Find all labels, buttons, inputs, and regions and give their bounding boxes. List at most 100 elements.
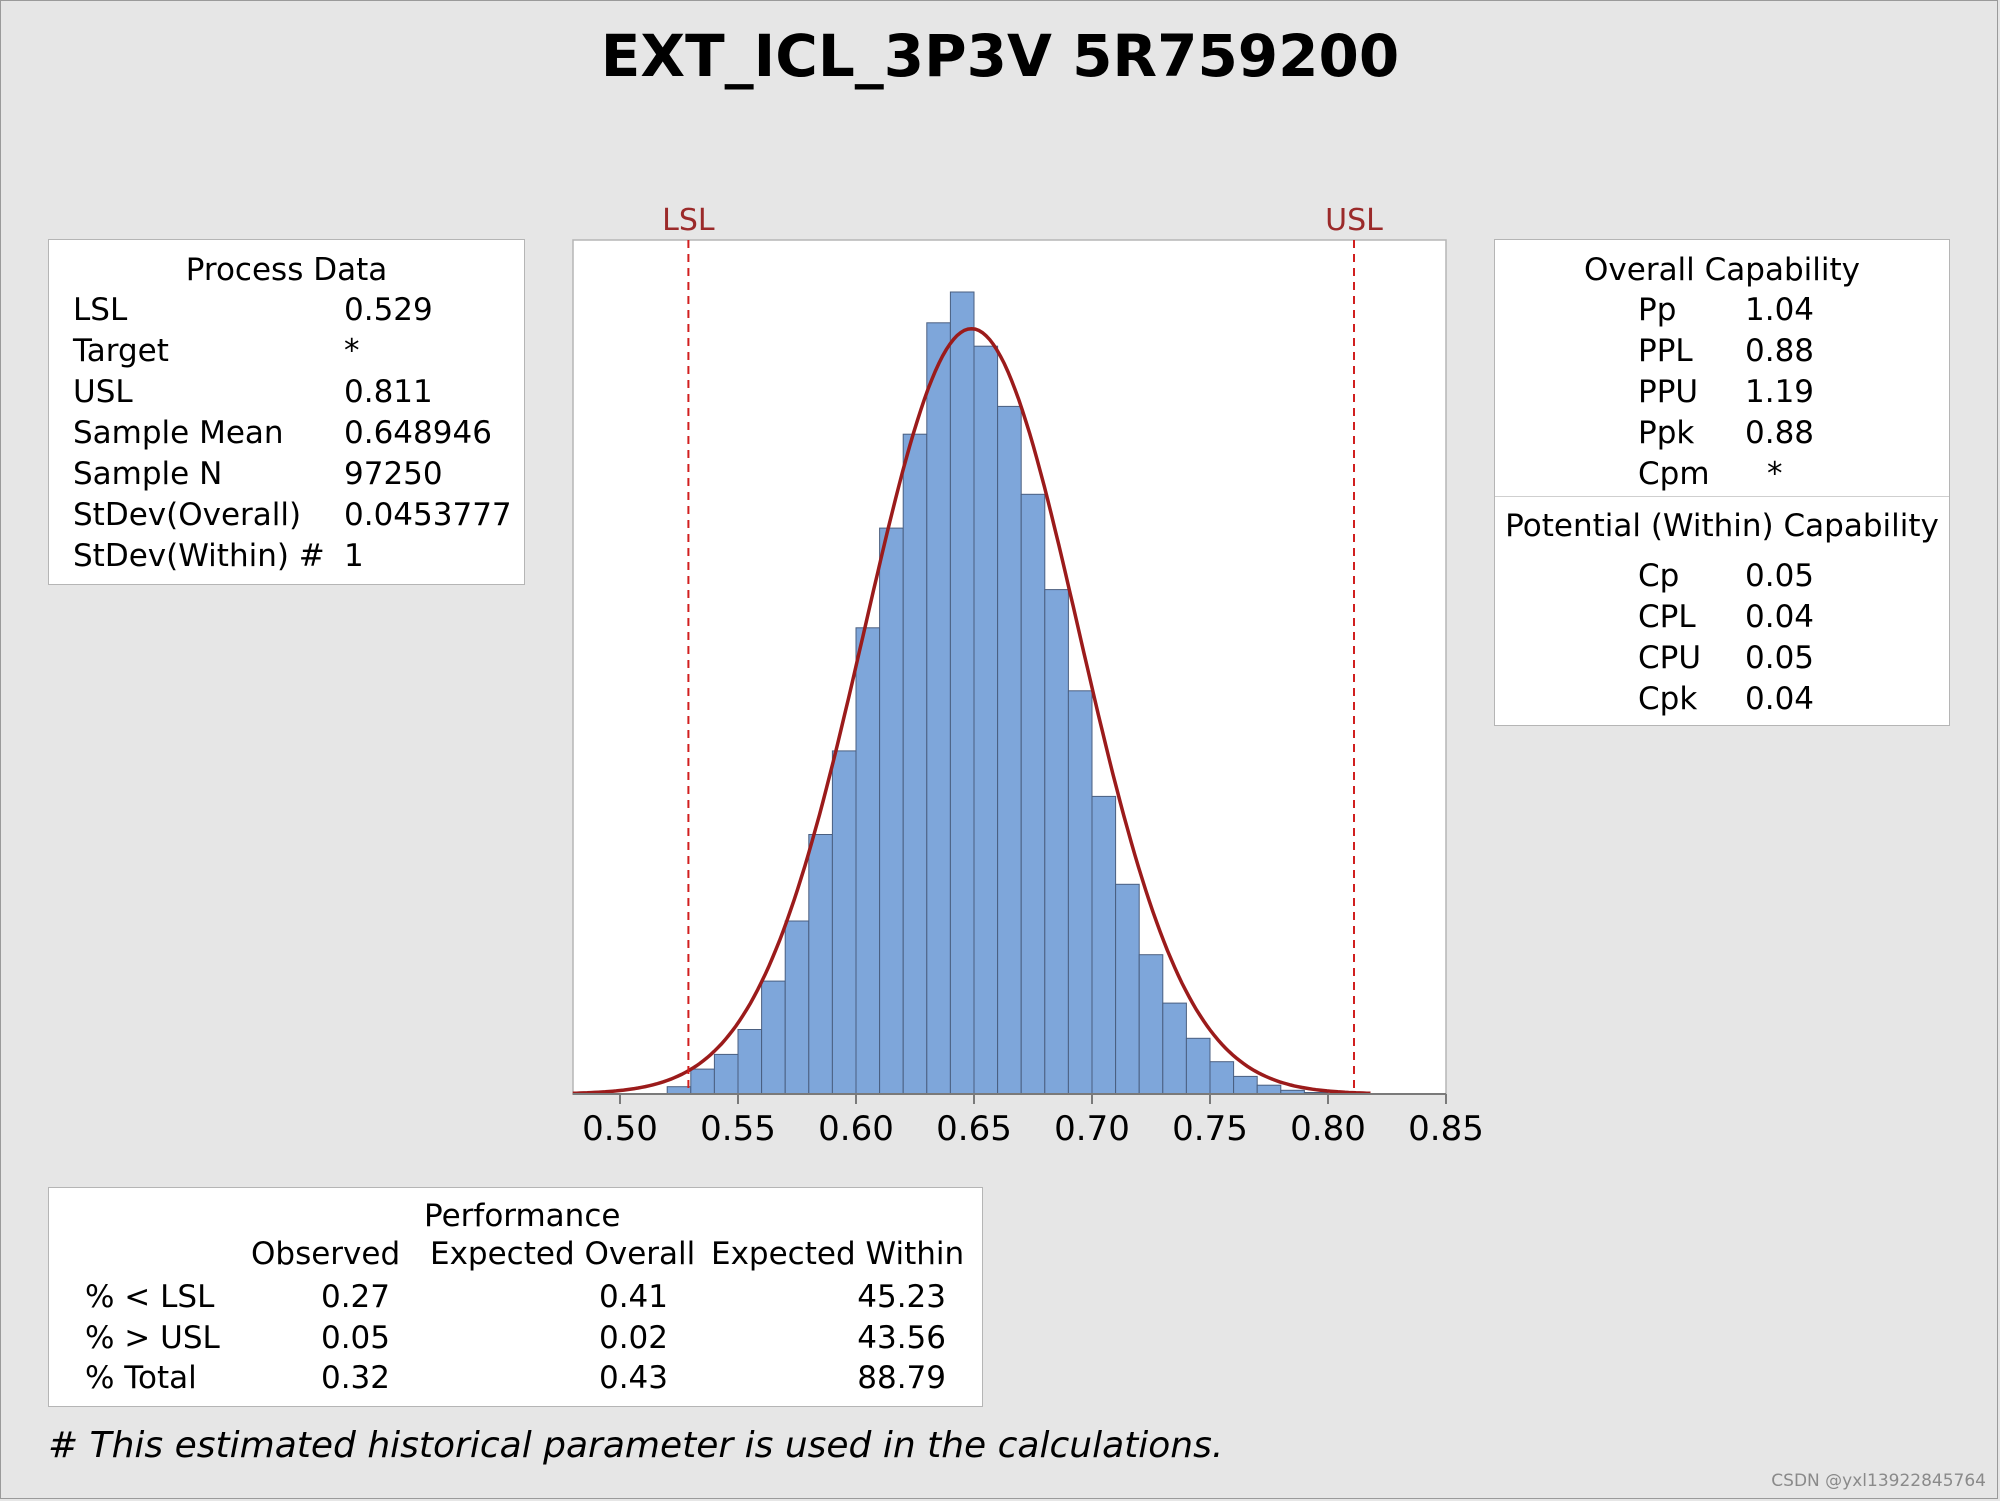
histogram-bar <box>737 1029 763 1095</box>
spec-layer: LSL USL <box>662 203 1383 1094</box>
capability-label: Cp <box>1638 558 1680 594</box>
process-data-label: Target <box>73 333 169 369</box>
curve-layer <box>572 326 1371 1096</box>
performance-cell: 0.32 <box>320 1360 390 1396</box>
process-data-header: Process Data <box>185 252 388 288</box>
histogram-bar <box>1256 1084 1282 1095</box>
x-tick-label: 0.60 <box>818 1109 894 1149</box>
process-data-value: 0.811 <box>344 374 433 410</box>
histogram-bar <box>926 322 951 1095</box>
histogram-bar <box>902 433 928 1095</box>
capability-label: CPU <box>1638 640 1702 676</box>
capability-value: 1.19 <box>1745 374 1815 410</box>
histogram-bar <box>1067 690 1093 1095</box>
histogram-bar <box>997 405 1022 1095</box>
capability-value: 1.04 <box>1745 292 1815 328</box>
histogram-bar <box>1209 1061 1235 1095</box>
normal-fit-curve <box>572 326 1371 1096</box>
histogram-bar <box>1233 1075 1258 1095</box>
histogram-bar <box>831 750 857 1095</box>
histogram-bar <box>1162 1002 1187 1095</box>
histogram-bar <box>1138 954 1164 1095</box>
histogram-bar <box>690 1068 715 1095</box>
process-data-value: 0.0453777 <box>344 497 512 533</box>
x-tick-label: 0.70 <box>1054 1109 1130 1149</box>
histogram-bar <box>855 627 881 1095</box>
x-tick-label: 0.65 <box>936 1109 1012 1149</box>
watermark: CSDN @yxl13922845764 <box>1771 1471 1986 1491</box>
performance-cell: 45.23 <box>857 1279 946 1315</box>
performance-row-label: % > USL <box>85 1320 220 1356</box>
performance-row-label: % Total <box>85 1360 197 1396</box>
process-data-value: 0.648946 <box>344 415 492 451</box>
histogram-bar <box>761 980 786 1095</box>
performance-cell: 88.79 <box>857 1360 946 1396</box>
histogram-bar <box>666 1086 692 1095</box>
histogram-bar <box>1020 493 1046 1095</box>
histogram-bar <box>1044 589 1069 1095</box>
chart-title: EXT_ICL_3P3V 5R759200 <box>600 22 1400 90</box>
capability-label: CPL <box>1638 599 1696 635</box>
capability-panel: Overall Capability Pp 1.04 PPL 0.88 PPU … <box>1494 239 1950 726</box>
capability-value: 0.88 <box>1745 333 1815 369</box>
x-tick-label: 0.75 <box>1172 1109 1248 1149</box>
performance-column-header: Expected Overall <box>430 1236 696 1272</box>
x-tick-label: 0.50 <box>582 1109 658 1149</box>
process-data-label: Sample N <box>73 456 223 492</box>
histogram-bar <box>1091 795 1117 1095</box>
spec-limit-label: LSL <box>662 203 715 238</box>
histogram-bar <box>713 1053 739 1095</box>
potential-capability-header: Potential (Within) Capability <box>1505 508 1939 544</box>
footnote: # This estimated historical parameter is… <box>48 1425 1224 1466</box>
capability-label: PPL <box>1638 333 1693 369</box>
performance-cell: 0.05 <box>320 1320 390 1356</box>
process-data-label: Sample Mean <box>73 415 284 451</box>
performance-header: Performance <box>424 1198 621 1234</box>
overall-capability-header: Overall Capability <box>1584 252 1860 288</box>
x-axis: 0.50 0.55 0.60 0.65 0.70 0.75 0.80 0.85 <box>573 1093 1484 1149</box>
capability-value: 0.04 <box>1745 681 1815 717</box>
capability-value: 0.05 <box>1745 558 1815 594</box>
histogram-bar <box>1115 883 1140 1095</box>
performance-cell: 0.41 <box>598 1279 668 1315</box>
x-tick-label: 0.80 <box>1290 1109 1366 1149</box>
process-data-value: 1 <box>344 538 364 574</box>
histogram-bar <box>784 920 810 1095</box>
histogram-bar <box>973 345 999 1095</box>
capability-label: Ppk <box>1638 415 1695 451</box>
process-data-panel: Process Data LSL 0.529 Target * USL 0.81… <box>48 239 525 585</box>
process-data-value: 97250 <box>344 456 443 492</box>
x-tick-label: 0.55 <box>700 1109 776 1149</box>
performance-column-header: Observed <box>251 1236 401 1272</box>
capability-label: Cpk <box>1638 681 1698 717</box>
process-data-label: USL <box>73 374 133 410</box>
process-data-label: StDev(Overall) <box>73 497 302 533</box>
histogram-bar <box>808 834 833 1095</box>
histogram-bar <box>1185 1037 1211 1095</box>
capability-label: Pp <box>1638 292 1677 328</box>
process-data-value: 0.529 <box>344 292 433 328</box>
capability-label: Cpm <box>1638 456 1710 492</box>
capability-divider <box>1495 496 1949 497</box>
process-data-label: LSL <box>73 292 128 328</box>
capability-value: * <box>1767 456 1783 492</box>
performance-cell: 0.43 <box>598 1360 668 1396</box>
x-tick-label: 0.85 <box>1408 1109 1484 1149</box>
capability-value: 0.88 <box>1745 415 1815 451</box>
histogram-bar <box>949 291 975 1095</box>
performance-cell: 0.27 <box>320 1279 390 1315</box>
capability-value: 0.04 <box>1745 599 1815 635</box>
capability-value: 0.05 <box>1745 640 1815 676</box>
process-data-value: * <box>344 333 360 369</box>
spec-limit-label: USL <box>1325 203 1383 238</box>
process-data-label: StDev(Within) # <box>73 538 325 574</box>
performance-column-header: Expected Within <box>711 1236 965 1272</box>
capability-label: PPU <box>1638 374 1699 410</box>
performance-row-label: % < LSL <box>85 1279 215 1315</box>
performance-panel: Performance Observed Expected Overall Ex… <box>48 1187 983 1407</box>
performance-cell: 0.02 <box>598 1320 668 1356</box>
histogram-bar <box>879 527 904 1095</box>
performance-cell: 43.56 <box>857 1320 946 1356</box>
